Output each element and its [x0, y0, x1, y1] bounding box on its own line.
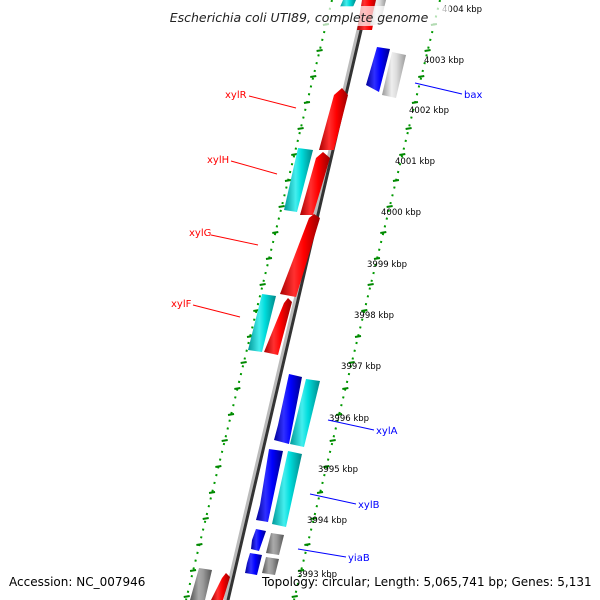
gene-arrow-blue — [251, 529, 266, 551]
track-tick — [284, 179, 292, 182]
gene-label-xylB: xylB — [358, 500, 380, 511]
gene-label-xylR: xylR — [225, 90, 247, 101]
track-tick — [265, 257, 273, 260]
gene-arrow-cyan — [272, 451, 302, 527]
gene-arrow-cyan — [248, 294, 276, 352]
kbp-label: 3993 kbp — [297, 570, 337, 580]
track-tick — [259, 283, 266, 286]
track-tick — [291, 595, 298, 598]
gene-arrow-cyan — [290, 379, 320, 447]
track-tick — [399, 153, 406, 156]
kbp-labels: 4004 kbp 4003 kbp 4002 kbp 4001 kbp 4000… — [297, 5, 482, 580]
gene-arrow-red — [264, 298, 292, 355]
gene-features — [190, 0, 406, 600]
gene-arrow-gray — [266, 533, 284, 555]
track-tick — [278, 205, 285, 208]
track-tick — [202, 517, 209, 520]
track-tick — [367, 283, 374, 286]
gene-labels: xylR xylH xylG xylF bax xylA xylB yiaB — [171, 90, 482, 564]
accession-label: Accession: NC_007946 — [9, 575, 146, 589]
track-tick — [392, 179, 400, 182]
gene-label-yiaB: yiaB — [348, 553, 370, 564]
track-tick — [373, 257, 381, 260]
track-tick — [335, 413, 343, 416]
track-tick — [291, 153, 298, 156]
track-tick — [227, 413, 235, 416]
track-tick — [323, 465, 330, 468]
track-tick — [221, 439, 228, 442]
title-background — [150, 6, 450, 26]
track-tick — [304, 543, 311, 546]
kbp-label: 3996 kbp — [329, 414, 369, 424]
track-tick — [342, 387, 349, 390]
track-tick — [424, 49, 431, 52]
track-tick — [418, 75, 425, 78]
kbp-label: 4004 kbp — [442, 5, 482, 15]
track-tick — [380, 231, 387, 234]
gene-arrow-red — [319, 88, 348, 150]
kbp-label: 3994 kbp — [307, 516, 347, 526]
track-tick — [405, 127, 412, 130]
kbp-label: 4002 kbp — [409, 106, 449, 116]
track-tick — [272, 231, 279, 234]
gene-arrow-cyan — [340, 0, 356, 7]
track-tick — [183, 595, 190, 598]
track-tick — [316, 49, 323, 52]
track-tick — [240, 361, 247, 364]
kbp-label: 4001 kbp — [395, 157, 435, 167]
kbp-label: 4000 kbp — [381, 208, 421, 218]
gene-label-xylH: xylH — [207, 155, 229, 166]
track-tick — [348, 361, 355, 364]
gene-label-bax: bax — [464, 90, 482, 101]
track-tick — [303, 101, 311, 104]
track-tick — [310, 517, 317, 520]
track-tick — [354, 335, 362, 338]
gene-arrow-red — [211, 573, 230, 600]
kbp-label: 3999 kbp — [367, 260, 407, 270]
track-tick — [386, 205, 393, 208]
gene-arrow-blue — [245, 553, 262, 575]
gene-label-xylG: xylG — [189, 228, 211, 239]
gene-arrow-red — [280, 214, 320, 297]
track-tick — [297, 569, 305, 572]
backbone-shadow — [224, 0, 370, 600]
kbp-label: 3998 kbp — [354, 311, 394, 321]
gene-arrow-gray — [190, 568, 212, 600]
kbp-label: 4003 kbp — [424, 56, 464, 66]
gene-arrow-blue — [366, 47, 390, 92]
track-tick — [411, 101, 419, 104]
major-ticks — [183, 23, 438, 598]
track-tick — [361, 309, 368, 312]
gene-arrow-blue — [256, 449, 283, 522]
gene-arrow-cyan — [284, 148, 313, 212]
track-tick — [215, 465, 222, 468]
gene-label-xylF: xylF — [171, 299, 192, 310]
track-tick — [297, 127, 304, 130]
gene-arrow-red — [300, 152, 330, 215]
kbp-label: 3997 kbp — [341, 362, 381, 372]
gene-arrow-lightgray — [382, 52, 406, 98]
genome-title: Escherichia coli UTI89, complete genome — [170, 10, 429, 25]
track-tick — [208, 491, 216, 494]
track-tick — [316, 491, 324, 494]
gene-arrow-gray — [262, 557, 279, 575]
kbp-label: 3995 kbp — [318, 465, 358, 475]
track-tick — [234, 387, 241, 390]
track-tick — [310, 75, 317, 78]
track-tick — [196, 543, 203, 546]
gene-label-xylA: xylA — [376, 426, 398, 437]
gene-arrow-blue — [274, 374, 302, 444]
track-tick — [329, 439, 336, 442]
track-tick — [189, 569, 197, 572]
topology-label: Topology: circular; Length: 5,065,741 bp… — [262, 575, 592, 589]
gene-label-leaders — [192, 82, 463, 558]
